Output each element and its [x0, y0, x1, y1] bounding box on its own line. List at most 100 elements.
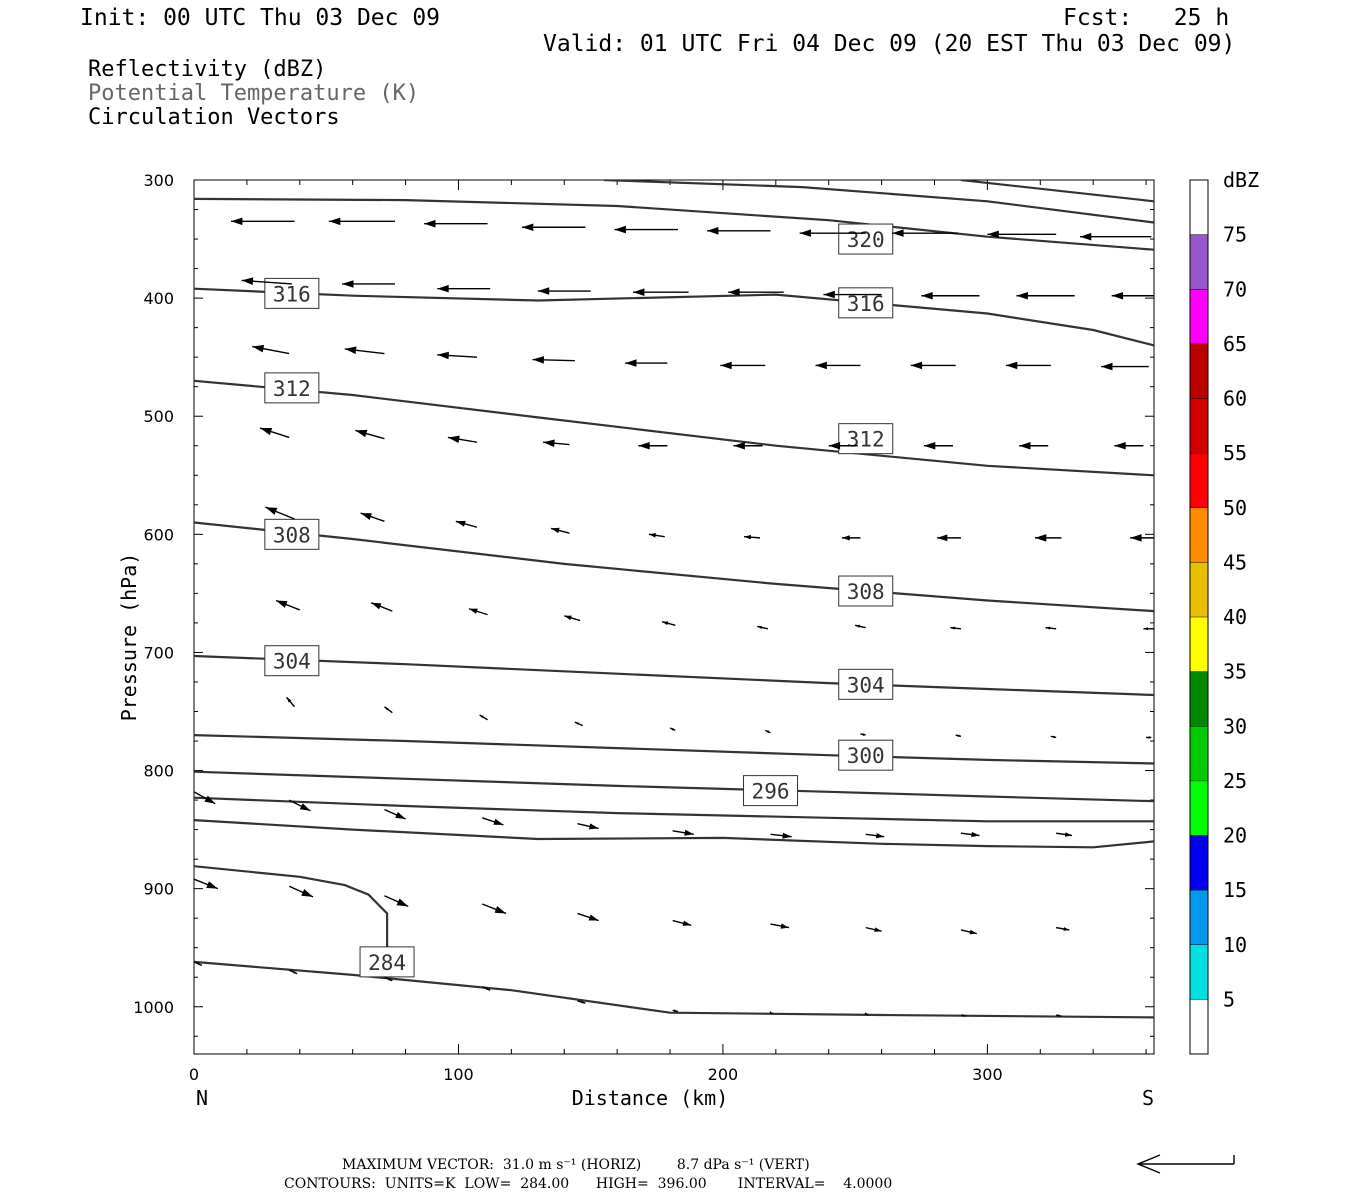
contour-line — [194, 819, 1154, 849]
contour-line — [194, 734, 1154, 765]
contour-label: 304 — [264, 645, 320, 677]
colorbar-label: 40 — [1223, 605, 1247, 629]
contour-label: 308 — [838, 575, 894, 607]
contour-label-text: 316 — [273, 282, 311, 306]
contour-label-box — [838, 575, 894, 607]
contour-line — [603, 180, 1154, 224]
colorbar-label: 60 — [1223, 387, 1247, 411]
colorbar-label: 5 — [1223, 987, 1235, 1011]
init-time: Init: 00 UTC Thu 03 Dec 09 — [80, 5, 441, 31]
contour-label-text: 296 — [752, 780, 790, 804]
contour-label-text: 304 — [273, 650, 311, 674]
circulation-vector-head — [1146, 736, 1150, 739]
contour-label: 308 — [264, 518, 320, 550]
colorbar-label: 75 — [1223, 223, 1247, 247]
circulation-vector-head — [728, 288, 740, 296]
contour-line — [194, 770, 1154, 803]
circulation-vector-head — [293, 971, 298, 974]
circulation-vector-head — [328, 217, 341, 226]
colorbar-label: 55 — [1223, 441, 1247, 465]
contour-label-box — [264, 645, 320, 677]
circulation-vector-head — [564, 615, 572, 621]
circulation-vector-head — [633, 288, 645, 296]
x-end-label-left: N — [196, 1086, 208, 1110]
circulation-vector-head — [733, 442, 745, 450]
x-tick-label: 200 — [708, 1065, 739, 1084]
circulation-vector-head — [286, 697, 292, 703]
circulation-vector-head — [674, 1009, 678, 1012]
contour-line — [194, 379, 1154, 477]
contour-line — [194, 865, 389, 972]
contour-line — [194, 287, 1154, 347]
contour-label: 320 — [838, 223, 894, 255]
contour-group — [194, 180, 1154, 1019]
colorbar-label: 65 — [1223, 332, 1247, 356]
circulation-vector-head — [1063, 927, 1070, 931]
circulation-vector-head — [962, 1014, 967, 1017]
circulation-vector-head — [1050, 735, 1055, 739]
circulation-vector-head — [260, 428, 273, 436]
contour-label-box — [264, 372, 320, 404]
circulation-vector-head — [206, 881, 218, 889]
colorbar-swatch — [1190, 234, 1208, 290]
circulation-vector-head — [950, 626, 955, 630]
contour-label: 300 — [838, 739, 894, 771]
circulation-vector-head — [744, 534, 751, 540]
circulation-vector-head — [588, 823, 599, 830]
circulation-vector-head — [395, 811, 406, 819]
contour-label-text: 312 — [273, 377, 311, 401]
circulation-vector-head — [447, 435, 460, 443]
circulation-vector-head — [588, 914, 599, 921]
colorbar-swatch — [1190, 835, 1208, 891]
circulation-vector-head — [1101, 362, 1113, 371]
circulation-vector-head — [682, 920, 692, 926]
circulation-vector-head — [396, 898, 409, 907]
circulation-vector-head — [855, 624, 860, 628]
circulation-vector-head — [532, 356, 544, 364]
contour-label: 316 — [264, 277, 320, 309]
contour-label-text: 312 — [847, 428, 885, 452]
field-circulation-vectors: Circulation Vectors — [88, 105, 340, 130]
colorbar-swatch — [1190, 944, 1208, 1000]
circulation-vector-head — [799, 229, 811, 237]
y-tick-label: 900 — [143, 880, 174, 899]
circulation-vector-head — [371, 602, 382, 610]
contour-label-box — [359, 946, 415, 978]
y-tick-label: 800 — [143, 762, 174, 781]
y-tick-label: 400 — [143, 289, 174, 308]
circulation-vector-head — [494, 906, 507, 914]
circulation-vector-head — [860, 733, 865, 736]
colorbar-swatch — [1190, 453, 1208, 508]
colorbar-swatch — [1190, 507, 1208, 563]
circulation-vector-head — [823, 290, 835, 299]
colorbar-swatch — [1190, 562, 1208, 617]
circulation-vector-head — [937, 534, 948, 542]
circulation-vector-head — [1130, 534, 1142, 542]
contour-label-text: 316 — [847, 292, 885, 316]
contour-label-text: 284 — [368, 951, 406, 975]
circulation-vector-head — [1080, 232, 1092, 241]
contour-label: 296 — [743, 775, 799, 807]
circulation-vector-head — [360, 513, 372, 520]
circulation-vector-head — [638, 442, 650, 450]
y-tick-label: 700 — [143, 643, 174, 662]
footer-contours: CONTOURS: UNITS=K LOW= 284.00 HIGH= 396.… — [284, 1176, 893, 1192]
contour-label-box — [838, 668, 894, 700]
x-tick-label: 0 — [189, 1065, 199, 1084]
contour-label: 284 — [359, 946, 415, 978]
y-axis-title: Pressure (hPa) — [117, 553, 141, 722]
circulation-vector-head — [301, 889, 313, 897]
colorbar-swatch — [1190, 726, 1208, 781]
colorbar-label: 35 — [1223, 660, 1247, 684]
field-reflectivity: Reflectivity (dBZ) — [88, 57, 327, 82]
colorbar-label: 15 — [1223, 878, 1247, 902]
contour-label: 312 — [264, 372, 320, 404]
circulation-vector-head — [265, 507, 278, 515]
circulation-vector-head — [231, 217, 243, 226]
circulation-vector-head — [614, 225, 626, 234]
circulation-vector-head — [864, 1012, 869, 1015]
circulation-vector-head — [707, 227, 719, 235]
circulation-vector-head — [455, 520, 466, 527]
colorbar-label: 30 — [1223, 714, 1247, 738]
x-axis-title: Distance (km) — [572, 1086, 729, 1110]
